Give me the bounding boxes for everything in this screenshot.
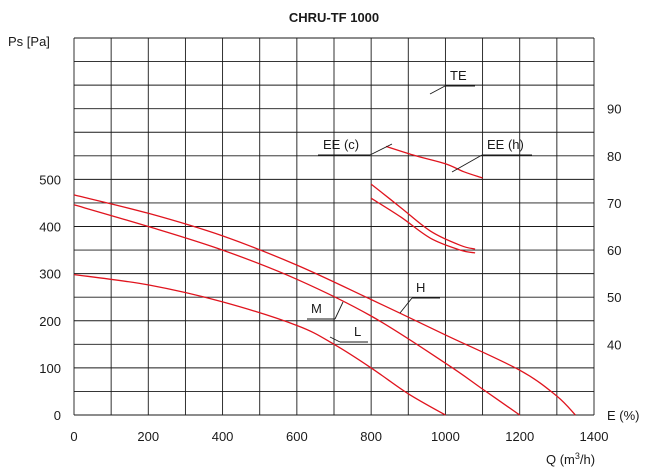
series-label-h: H — [416, 280, 425, 295]
x-tick-label: 800 — [360, 429, 382, 444]
y2-tick-label: 90 — [607, 102, 621, 117]
series-line-te — [385, 145, 483, 179]
x-tick-label: 0 — [70, 429, 77, 444]
label-leader-line — [334, 301, 344, 320]
series-label-ee-h: EE (h) — [487, 137, 524, 152]
y2-tick-label: 60 — [607, 243, 621, 258]
x-tick-label: 1400 — [580, 429, 609, 444]
y2-axis-label: E (%) — [607, 408, 640, 423]
y2-tick-label: 40 — [607, 337, 621, 352]
x-tick-label: 1200 — [505, 429, 534, 444]
label-leader-line — [399, 297, 413, 314]
chart-title: CHRU-TF 1000 — [289, 10, 379, 25]
x-tick-label: 600 — [286, 429, 308, 444]
y-tick-label: 400 — [39, 220, 61, 235]
series-line-m — [73, 204, 521, 416]
label-leader-line — [329, 336, 341, 343]
y-tick-label: 500 — [39, 172, 61, 187]
series-label-ee-c: EE (c) — [323, 137, 359, 152]
series-line-h — [73, 194, 576, 416]
y-tick-label: 100 — [39, 361, 61, 376]
y2-tick-label: 80 — [607, 149, 621, 164]
series-label-l: L — [354, 324, 361, 339]
y2-tick-label: 70 — [607, 196, 621, 211]
y-tick-label: 0 — [54, 408, 61, 423]
label-leader-line — [429, 85, 446, 95]
y-tick-label: 200 — [39, 314, 61, 329]
y-axis-label: Ps [Pa] — [8, 34, 50, 49]
label-leader-line — [451, 154, 483, 173]
label-leader-line — [369, 143, 393, 156]
series-label-m: M — [311, 301, 322, 316]
series-line-ee-h — [370, 183, 476, 250]
series-line-ee-c — [370, 197, 476, 254]
x-tick-label: 1000 — [431, 429, 460, 444]
y2-tick-label: 50 — [607, 290, 621, 305]
x-axis-label: Q (m3/h) — [546, 451, 595, 467]
series-line-l — [73, 273, 446, 416]
y-tick-label: 300 — [39, 267, 61, 282]
x-tick-label: 200 — [137, 429, 159, 444]
series-label-te: TE — [450, 68, 467, 83]
x-tick-label: 400 — [212, 429, 234, 444]
